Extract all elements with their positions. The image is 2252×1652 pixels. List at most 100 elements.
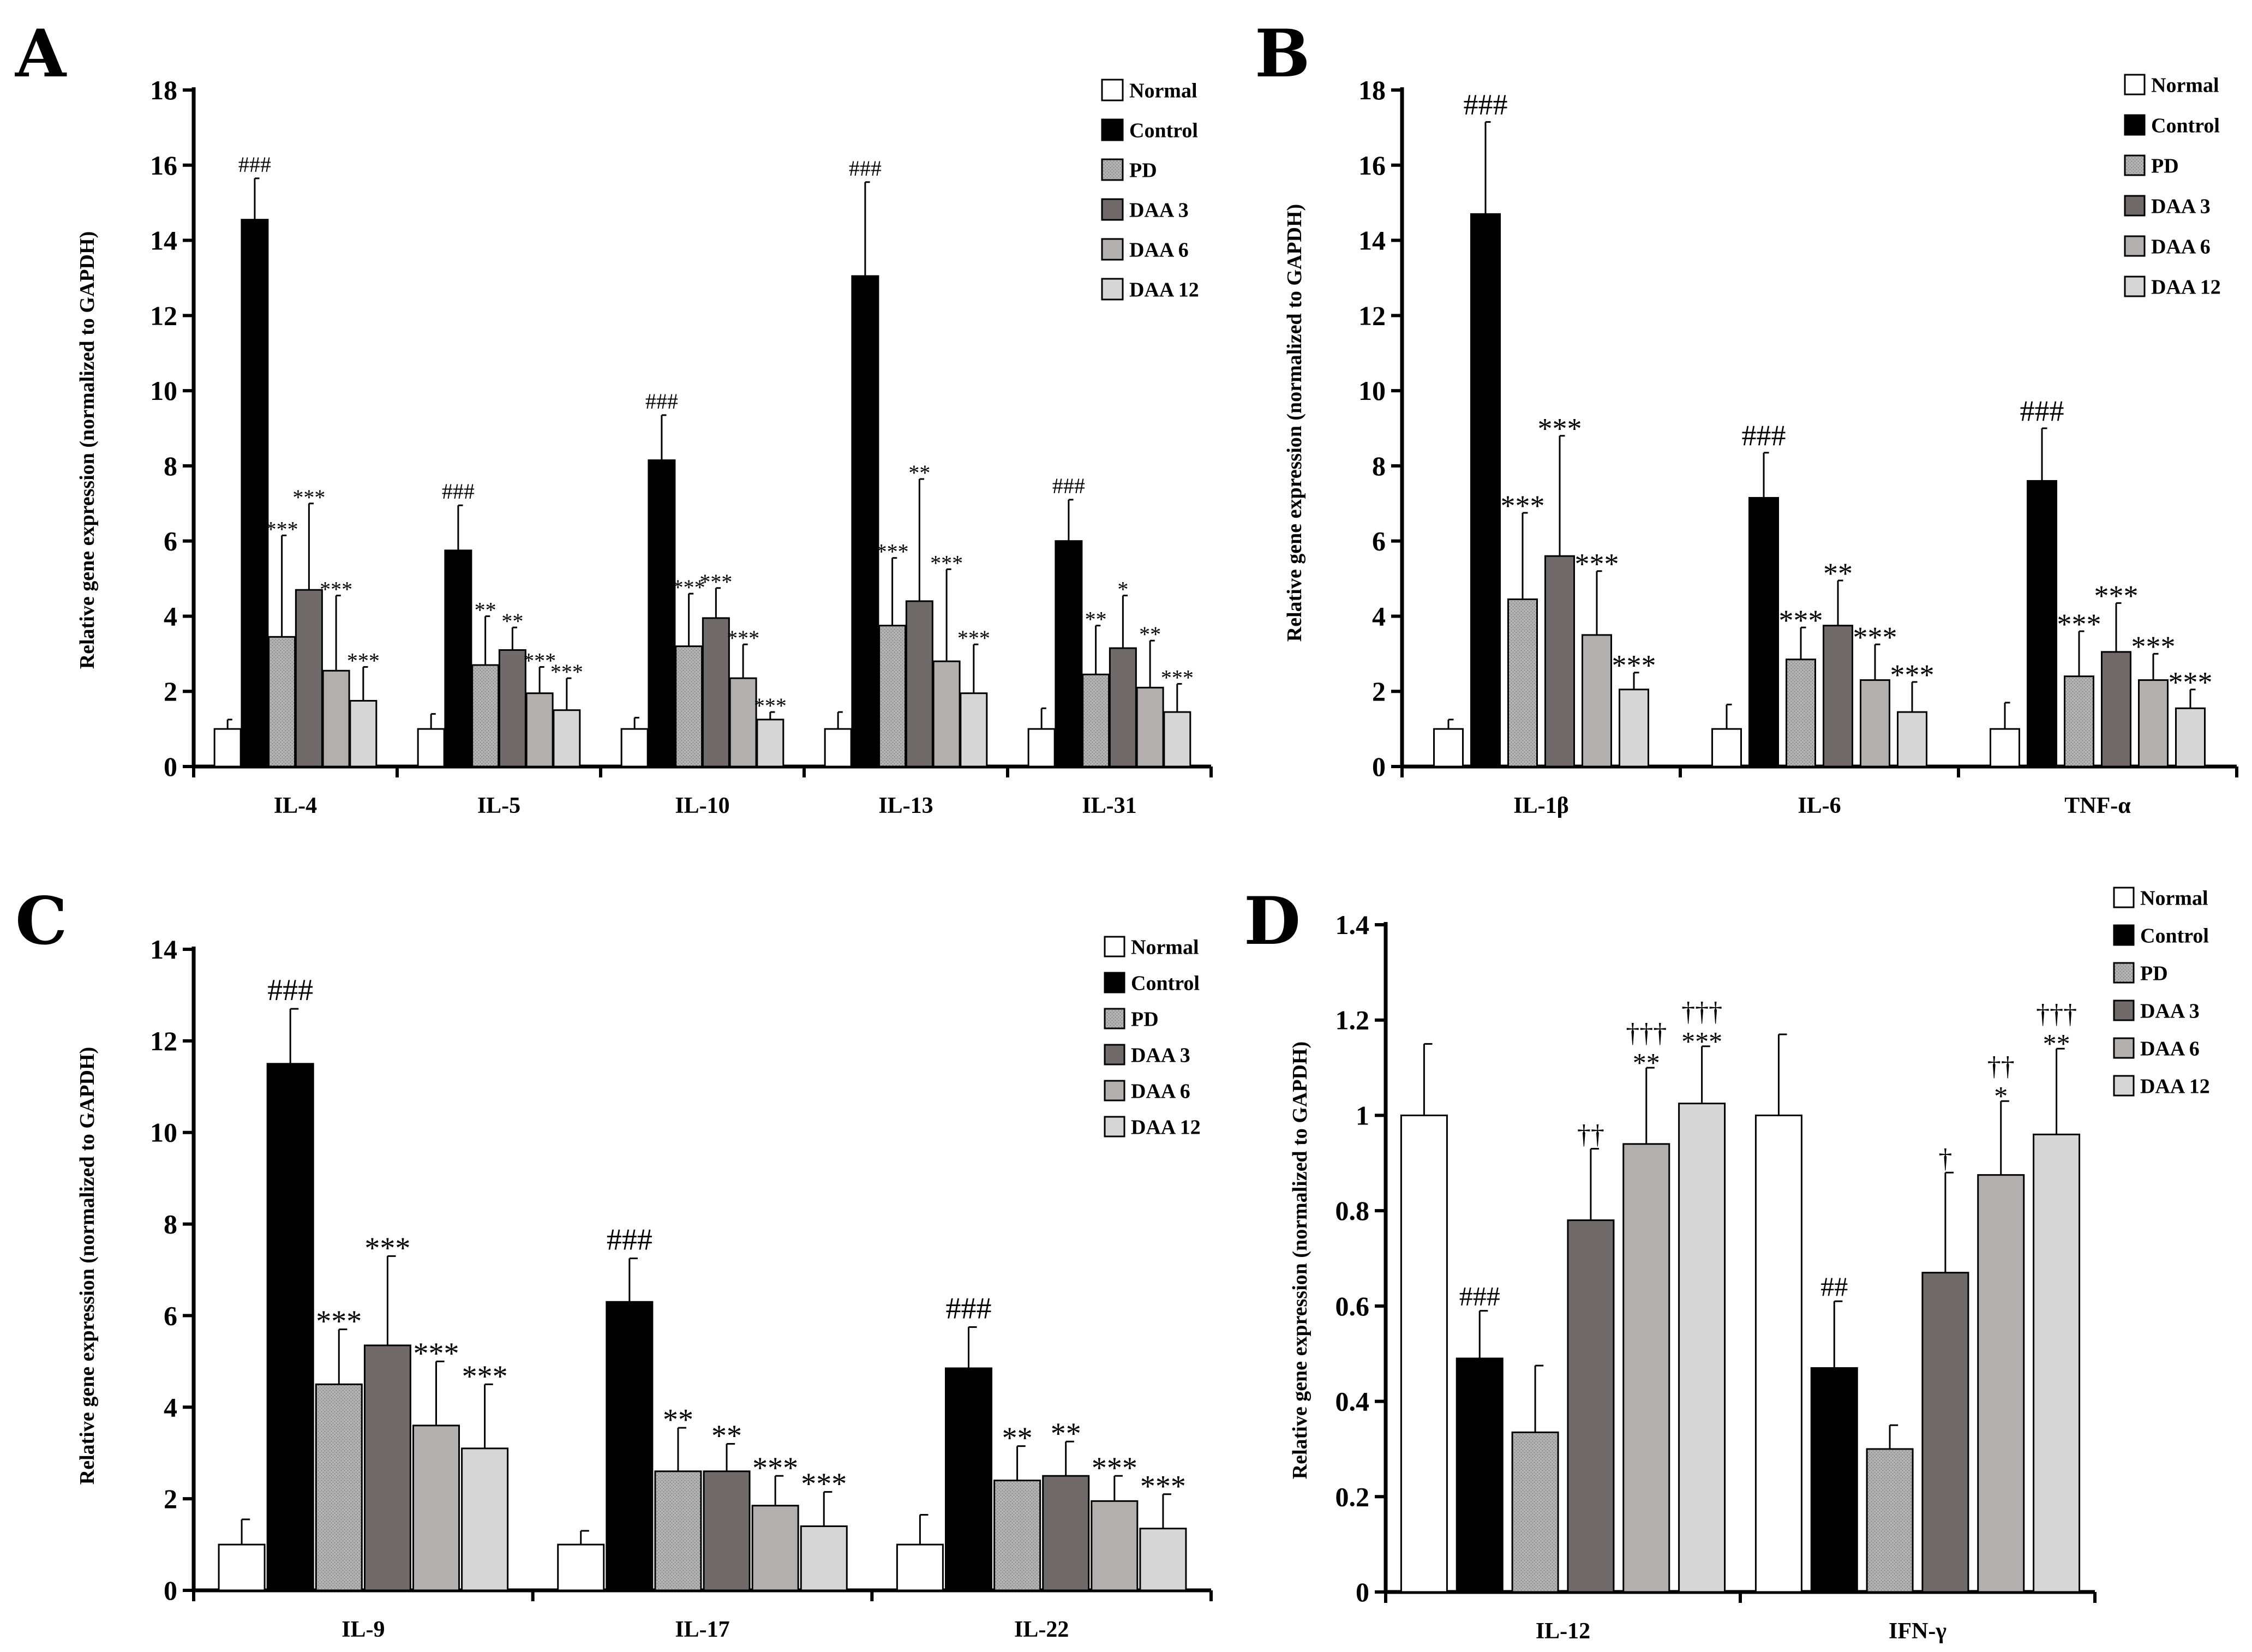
bar-daa-6 xyxy=(729,677,757,768)
significance-label: † xyxy=(1938,1142,1952,1173)
legend-swatch-pd xyxy=(2113,962,2135,984)
significance-label: *** xyxy=(1501,489,1545,522)
significance-label: ### xyxy=(946,1291,992,1325)
bar-daa-6 xyxy=(1582,634,1612,768)
y-tick-label: 0.8 xyxy=(1335,1195,1370,1226)
significance-label: *** xyxy=(347,648,380,673)
y-tick-label: 0.2 xyxy=(1335,1481,1370,1512)
legend-label: DAA 6 xyxy=(2151,235,2211,258)
significance-label: ### xyxy=(442,479,475,504)
bar-daa-6 xyxy=(1136,686,1164,768)
y-tick-label: 4 xyxy=(164,1392,177,1422)
y-tick-label: 16 xyxy=(1358,150,1386,181)
x-tick-label: IL-17 xyxy=(675,1617,729,1642)
legend-label: DAA 12 xyxy=(2151,276,2221,298)
bar-daa-12 xyxy=(1897,711,1927,768)
significance-label: ### xyxy=(267,973,313,1007)
x-tick-label: TNF-α xyxy=(2064,793,2131,818)
significance-label: *** xyxy=(699,570,732,594)
y-tick-label: 4 xyxy=(164,601,177,631)
legend-swatch-daa-3 xyxy=(2113,999,2135,1021)
significance-label: *** xyxy=(2131,630,2176,663)
bar-daa-6 xyxy=(412,1424,460,1591)
legend-swatch-control xyxy=(1101,118,1124,141)
significance-label: *** xyxy=(754,693,787,718)
significance-label: ### xyxy=(1459,1281,1500,1312)
legend-swatch-daa-6 xyxy=(2124,235,2146,257)
significance-label: ### xyxy=(849,156,882,181)
legend-swatch-normal xyxy=(1104,936,1125,957)
significance-label: ** xyxy=(475,597,496,622)
significance-label: ### xyxy=(1742,419,1786,452)
bar-control xyxy=(2027,480,2057,768)
legend-swatch-daa-12 xyxy=(1101,278,1124,301)
bar-pd xyxy=(878,625,907,768)
bar-daa-12 xyxy=(1678,1103,1726,1593)
significance-label: ** xyxy=(1633,1048,1660,1078)
significance-label: ** xyxy=(1085,607,1107,632)
significance-label: *** xyxy=(462,1360,508,1393)
legend-swatch-normal xyxy=(2113,887,2135,908)
legend-label: DAA 3 xyxy=(2140,999,2200,1022)
bar-pd xyxy=(1866,1448,1914,1593)
y-axis-label: Relative gene expression (normalized to … xyxy=(1289,1042,1311,1479)
y-tick-label: 6 xyxy=(1372,526,1386,556)
y-tick-label: 14 xyxy=(150,225,177,256)
bar-control xyxy=(851,275,879,768)
x-tick-label: IL-6 xyxy=(1798,793,1841,818)
legend-label: PD xyxy=(2151,154,2179,177)
y-tick-label: 8 xyxy=(164,451,177,481)
y-axis-label: Relative gene expression (normalized to … xyxy=(1283,204,1306,642)
x-tick-label: IL-10 xyxy=(675,793,729,818)
bar-pd xyxy=(315,1383,363,1591)
significance-label: *** xyxy=(801,1467,847,1501)
bar-pd xyxy=(1507,598,1538,768)
y-tick-label: 1.4 xyxy=(1335,909,1370,940)
bar-daa-3 xyxy=(1567,1219,1615,1593)
significance-label: ### xyxy=(1464,88,1508,121)
legend-label: Normal xyxy=(1129,79,1197,102)
legend-label: Control xyxy=(1129,119,1198,142)
significance-label: †† xyxy=(1577,1119,1604,1150)
significance-label: *** xyxy=(364,1231,410,1265)
bar-normal xyxy=(557,1543,605,1591)
y-tick-label: 12 xyxy=(1358,300,1386,331)
bar-normal xyxy=(1433,728,1464,768)
bar-normal xyxy=(1754,1114,1802,1593)
y-tick-label: 18 xyxy=(1358,75,1386,105)
legend-swatch-control xyxy=(2113,924,2135,946)
y-tick-label: 0 xyxy=(1372,751,1386,782)
bar-daa-3 xyxy=(1042,1475,1090,1591)
significance-label: *** xyxy=(550,660,583,684)
legend-label: DAA 3 xyxy=(1131,1044,1190,1067)
bar-control xyxy=(266,1063,314,1591)
bar-daa-6 xyxy=(1977,1174,2025,1593)
bar-daa-12 xyxy=(1619,689,1649,768)
y-tick-label: 0 xyxy=(164,751,177,782)
bar-daa-6 xyxy=(932,660,961,768)
y-tick-label: 0.6 xyxy=(1335,1291,1370,1321)
bar-normal xyxy=(1990,728,2020,768)
legend-swatch-daa-3 xyxy=(1104,1044,1125,1066)
significance-label: *** xyxy=(673,575,705,600)
significance-label: *** xyxy=(1092,1451,1137,1485)
legend-swatch-daa-3 xyxy=(1101,198,1124,221)
significance-label: *** xyxy=(876,540,909,564)
bar-daa-6 xyxy=(1860,679,1890,768)
significance-label: *** xyxy=(930,550,963,575)
legend-swatch-daa-6 xyxy=(1104,1080,1125,1102)
y-tick-label: 6 xyxy=(164,1300,177,1331)
significance-label: †† xyxy=(1987,1051,2015,1081)
y-tick-label: 16 xyxy=(150,150,177,181)
bar-normal xyxy=(896,1543,944,1591)
x-tick-label: IL-13 xyxy=(878,793,933,818)
significance-label: ### xyxy=(607,1223,652,1257)
y-tick-label: 8 xyxy=(164,1209,177,1240)
significance-label: ** xyxy=(2043,1028,2070,1059)
significance-label: *** xyxy=(2169,666,2213,699)
legend-label: Control xyxy=(2140,924,2209,947)
significance-label: *** xyxy=(2094,579,2139,612)
panel-letter-d: D xyxy=(1244,883,1301,960)
significance-label: *** xyxy=(752,1451,798,1485)
